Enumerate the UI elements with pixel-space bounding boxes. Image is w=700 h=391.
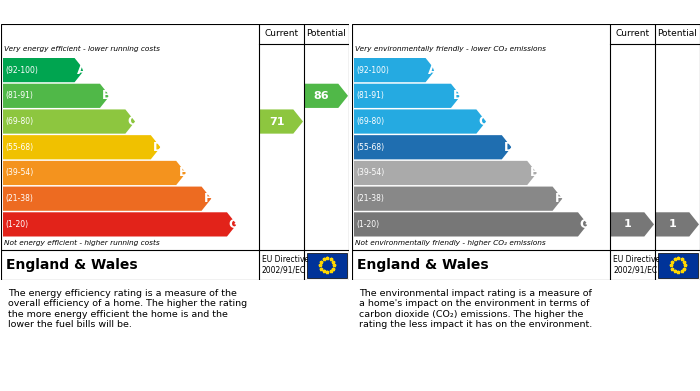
Polygon shape xyxy=(354,135,512,160)
Text: (81-91): (81-91) xyxy=(356,91,384,100)
Polygon shape xyxy=(354,58,435,82)
Polygon shape xyxy=(3,187,211,211)
Polygon shape xyxy=(3,84,110,108)
Text: D: D xyxy=(153,141,162,154)
Bar xyxy=(307,253,347,278)
Text: 1: 1 xyxy=(668,219,676,230)
Text: G: G xyxy=(229,218,239,231)
Text: B: B xyxy=(453,89,463,102)
Text: (92-100): (92-100) xyxy=(356,66,389,75)
Text: C: C xyxy=(127,115,136,128)
Text: E: E xyxy=(530,167,538,179)
Text: (55-68): (55-68) xyxy=(356,143,384,152)
Text: G: G xyxy=(580,218,590,231)
Polygon shape xyxy=(354,187,562,211)
Text: A: A xyxy=(428,64,438,77)
Text: F: F xyxy=(204,192,213,205)
Text: 86: 86 xyxy=(314,91,330,101)
Text: F: F xyxy=(555,192,564,205)
Text: Current: Current xyxy=(615,29,650,38)
Text: EU Directive
2002/91/EC: EU Directive 2002/91/EC xyxy=(262,255,309,275)
Text: Not energy efficient - higher running costs: Not energy efficient - higher running co… xyxy=(4,240,160,246)
Text: The environmental impact rating is a measure of
a home's impact on the environme: The environmental impact rating is a mea… xyxy=(359,289,592,329)
Text: (39-54): (39-54) xyxy=(5,169,34,178)
Text: Potential: Potential xyxy=(657,29,697,38)
Polygon shape xyxy=(656,212,699,237)
Text: England & Wales: England & Wales xyxy=(357,258,489,272)
Text: 71: 71 xyxy=(269,117,284,127)
Text: A: A xyxy=(76,64,86,77)
Text: Not environmentally friendly - higher CO₂ emissions: Not environmentally friendly - higher CO… xyxy=(355,240,546,246)
Text: (55-68): (55-68) xyxy=(5,143,33,152)
Bar xyxy=(658,253,698,278)
Text: Current: Current xyxy=(265,29,299,38)
Polygon shape xyxy=(3,135,160,160)
Polygon shape xyxy=(3,109,135,134)
Polygon shape xyxy=(3,212,237,237)
Text: (1-20): (1-20) xyxy=(356,220,379,229)
Polygon shape xyxy=(354,212,588,237)
Text: England & Wales: England & Wales xyxy=(6,258,138,272)
Text: E: E xyxy=(178,167,187,179)
Text: (21-38): (21-38) xyxy=(356,194,384,203)
Text: (69-80): (69-80) xyxy=(356,117,384,126)
Text: Energy Efficiency Rating: Energy Efficiency Rating xyxy=(6,5,190,18)
Text: EU Directive
2002/91/EC: EU Directive 2002/91/EC xyxy=(613,255,660,275)
Polygon shape xyxy=(305,84,348,108)
Text: The energy efficiency rating is a measure of the
overall efficiency of a home. T: The energy efficiency rating is a measur… xyxy=(8,289,247,329)
Polygon shape xyxy=(260,109,303,134)
Text: Environmental Impact (CO₂) Rating: Environmental Impact (CO₂) Rating xyxy=(357,5,620,18)
Polygon shape xyxy=(354,109,486,134)
Text: C: C xyxy=(479,115,488,128)
Text: (1-20): (1-20) xyxy=(5,220,28,229)
Text: (39-54): (39-54) xyxy=(356,169,384,178)
Text: 1: 1 xyxy=(624,219,631,230)
Polygon shape xyxy=(354,84,461,108)
Text: Very environmentally friendly - lower CO₂ emissions: Very environmentally friendly - lower CO… xyxy=(355,46,546,52)
Text: Very energy efficient - lower running costs: Very energy efficient - lower running co… xyxy=(4,46,160,52)
Polygon shape xyxy=(354,161,537,185)
Polygon shape xyxy=(611,212,654,237)
Polygon shape xyxy=(3,58,84,82)
Text: D: D xyxy=(503,141,514,154)
Polygon shape xyxy=(3,161,186,185)
Text: (21-38): (21-38) xyxy=(5,194,33,203)
Text: Potential: Potential xyxy=(307,29,346,38)
Text: (69-80): (69-80) xyxy=(5,117,33,126)
Text: (92-100): (92-100) xyxy=(5,66,38,75)
Text: B: B xyxy=(102,89,111,102)
Text: (81-91): (81-91) xyxy=(5,91,33,100)
